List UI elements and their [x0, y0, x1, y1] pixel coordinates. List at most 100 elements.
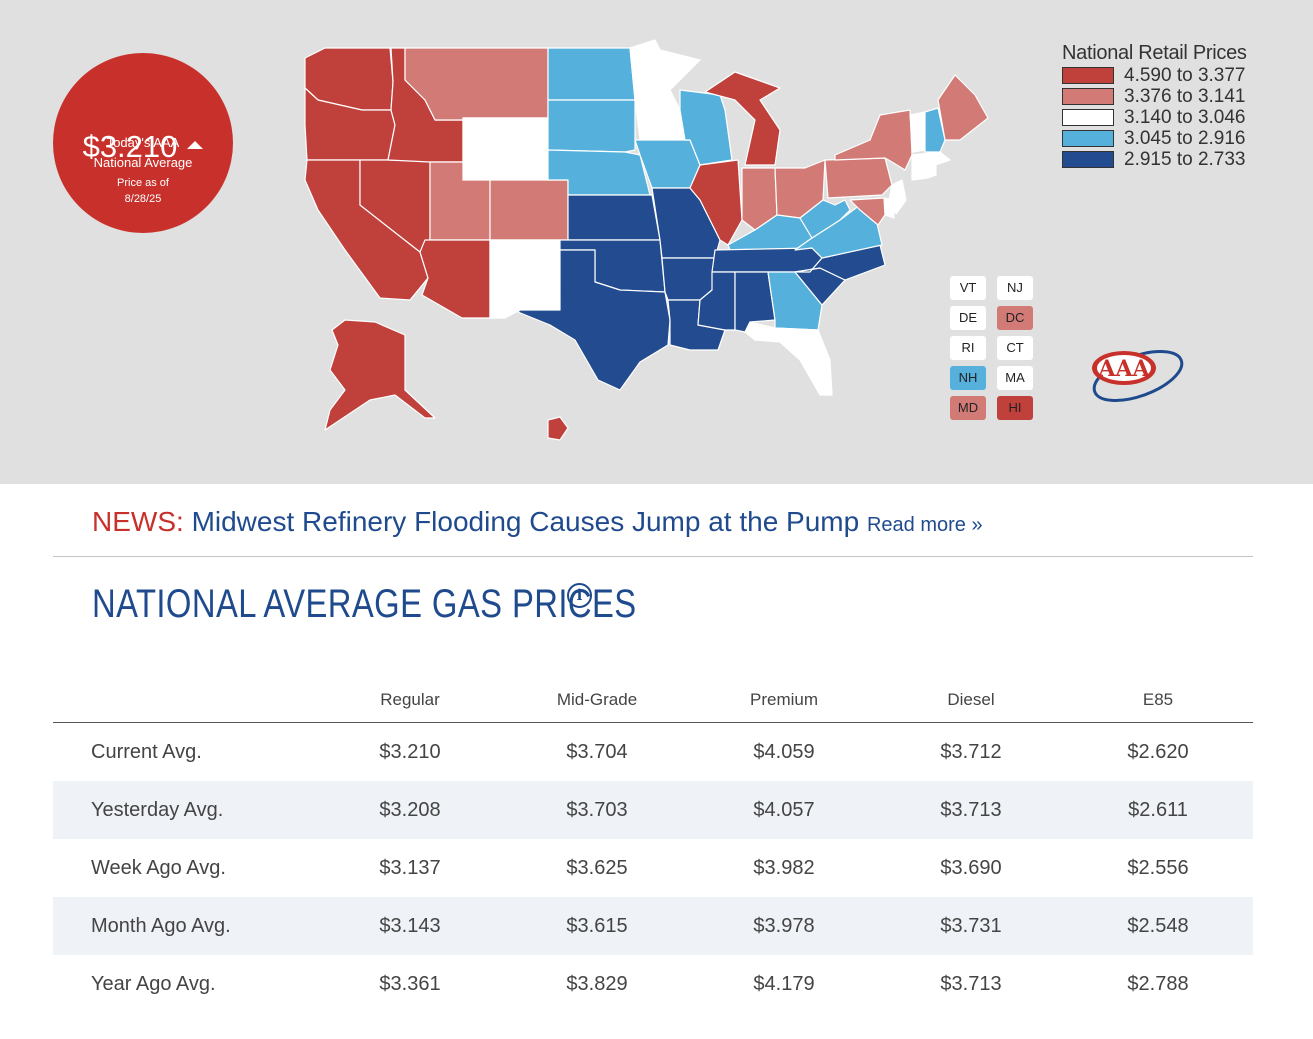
state-WV[interactable] — [799, 199, 851, 239]
national-average-badge: Today's AAA National Average $3.210 Pric… — [53, 53, 233, 233]
badge-line1: Today's AAA — [106, 135, 180, 150]
column-header: E85 — [1142, 690, 1174, 709]
badge-asof-date: 8/28/25 — [124, 193, 162, 205]
column-header: Diesel — [947, 690, 995, 709]
price-cell: $2.611 — [1128, 799, 1188, 821]
price-cell: $4.057 — [753, 799, 815, 821]
state-MA[interactable] — [911, 151, 951, 166]
map-section: Today's AAA National Average $3.210 Pric… — [0, 0, 1313, 484]
table-row: Week Ago Avg. $3.137 $3.625 $3.982 $3.690 $2.… — [53, 839, 1253, 897]
price-cell: $3.361 — [379, 973, 441, 995]
table-row: Year Ago Avg. $3.361 $3.829 $4.179 $3.713 $2.… — [53, 955, 1253, 1013]
row-label: Month Ago Avg. — [91, 915, 231, 937]
state-WY[interactable] — [462, 117, 549, 181]
price-cell: $3.731 — [940, 915, 1002, 937]
legend-item: 3.045 to 2.916 — [1062, 128, 1282, 149]
info-icon[interactable]: i — [567, 583, 592, 608]
state-CO[interactable] — [489, 179, 569, 241]
legend-item: 3.140 to 3.046 — [1062, 107, 1282, 128]
price-cell: $3.829 — [566, 973, 628, 995]
price-cell: $3.713 — [940, 799, 1002, 821]
column-header: Mid-Grade — [556, 690, 638, 709]
price-cell: $3.712 — [940, 741, 1002, 763]
small-state-button[interactable]: MA — [997, 366, 1033, 390]
state-KS[interactable] — [567, 194, 661, 241]
news-tag: NEWS: — [92, 506, 184, 537]
price-cell: $2.548 — [1127, 915, 1189, 937]
small-state-button[interactable]: NH — [950, 366, 986, 390]
legend-range: 3.140 to 3.046 — [1124, 106, 1246, 128]
legend-range: 3.376 to 3.141 — [1124, 85, 1246, 107]
state-MI[interactable] — [704, 71, 781, 166]
small-state-button[interactable]: HI — [997, 396, 1033, 420]
legend-swatch — [1062, 109, 1114, 126]
table-row: Current Avg. $3.210 $3.704 $4.059 $3.712 $2.6… — [53, 723, 1253, 781]
small-state-button[interactable]: DC — [997, 306, 1033, 330]
state-IL[interactable] — [689, 159, 743, 246]
state-TX[interactable] — [517, 249, 671, 391]
small-state-button[interactable]: DE — [950, 306, 986, 330]
up-arrow-icon — [187, 140, 204, 149]
price-cell: $3.143 — [379, 915, 441, 937]
state-PA[interactable] — [824, 157, 893, 199]
row-label: Yesterday Avg. — [91, 799, 224, 821]
state-ME[interactable] — [937, 74, 989, 141]
aaa-logo-text: AAA — [1097, 356, 1150, 382]
small-state-button[interactable]: VT — [950, 276, 986, 300]
legend-range: 3.045 to 2.916 — [1124, 127, 1246, 149]
legend-range: 4.590 to 3.377 — [1124, 64, 1246, 86]
aaa-logo: AAA — [1092, 349, 1184, 403]
read-more-link[interactable]: Read more » — [866, 514, 983, 536]
price-cell: $3.208 — [379, 799, 441, 821]
badge-price: $3.210 — [82, 129, 178, 164]
legend-title: National Retail Prices — [1062, 42, 1247, 64]
state-NH[interactable] — [924, 107, 946, 153]
price-cell: $4.059 — [753, 741, 815, 763]
state-ND[interactable] — [547, 47, 636, 101]
price-cell: $2.556 — [1127, 857, 1189, 879]
badge-asof-label: Price as of — [117, 177, 169, 189]
state-SD[interactable] — [547, 99, 636, 153]
table-row: Yesterday Avg. $3.208 $3.703 $4.057 $3.713 $2… — [53, 781, 1253, 839]
price-cell: $3.703 — [566, 799, 628, 821]
small-state-button[interactable]: RI — [950, 336, 986, 360]
price-cell: $2.620 — [1127, 741, 1189, 763]
state-MD[interactable] — [849, 197, 886, 226]
divider — [53, 556, 1253, 557]
small-state-button[interactable]: CT — [997, 336, 1033, 360]
state-MN[interactable] — [629, 39, 701, 141]
state-VT[interactable] — [909, 111, 926, 153]
state-TN[interactable] — [711, 247, 823, 273]
legend-swatch — [1062, 130, 1114, 147]
table-body: Current Avg. $3.210 $3.704 $4.059 $3.712 $2.6… — [53, 723, 1253, 1013]
state-CT[interactable] — [911, 164, 929, 181]
state-NY[interactable] — [834, 109, 913, 171]
state-HI[interactable] — [547, 416, 569, 441]
price-cell: $3.137 — [379, 857, 441, 879]
news-headline[interactable]: Midwest Refinery Flooding Causes Jump at… — [191, 506, 860, 537]
legend-item: 2.915 to 2.733 — [1062, 149, 1282, 170]
news-banner: NEWS: Midwest Refinery Flooding Causes J… — [92, 506, 983, 538]
legend-swatch — [1062, 67, 1114, 84]
small-state-button[interactable]: NJ — [997, 276, 1033, 300]
state-AK[interactable] — [324, 319, 436, 431]
table-header: Regular Mid-Grade Premium Diesel E85 — [53, 680, 1253, 723]
price-cell: $4.179 — [753, 973, 815, 995]
state-FL[interactable] — [744, 321, 833, 396]
state-AZ[interactable] — [419, 239, 491, 319]
legend-range: 2.915 to 2.733 — [1124, 148, 1246, 170]
legend-item: 3.376 to 3.141 — [1062, 86, 1282, 107]
badge-price-wrap: $3.210 — [53, 127, 233, 167]
badge-line2: National Average — [93, 155, 193, 170]
table-row: Month Ago Avg. $3.143 $3.615 $3.978 $3.731 $2… — [53, 897, 1253, 955]
state-NM[interactable] — [489, 239, 561, 319]
row-label: Week Ago Avg. — [91, 857, 226, 879]
small-state-button[interactable]: MD — [950, 396, 986, 420]
price-cell: $3.713 — [940, 973, 1002, 995]
legend-swatch — [1062, 151, 1114, 168]
price-cell: $3.625 — [566, 857, 628, 879]
row-label: Current Avg. — [91, 741, 202, 763]
price-cell: $2.788 — [1127, 973, 1189, 995]
price-cell: $3.982 — [753, 857, 815, 879]
state-RI[interactable] — [927, 164, 937, 179]
